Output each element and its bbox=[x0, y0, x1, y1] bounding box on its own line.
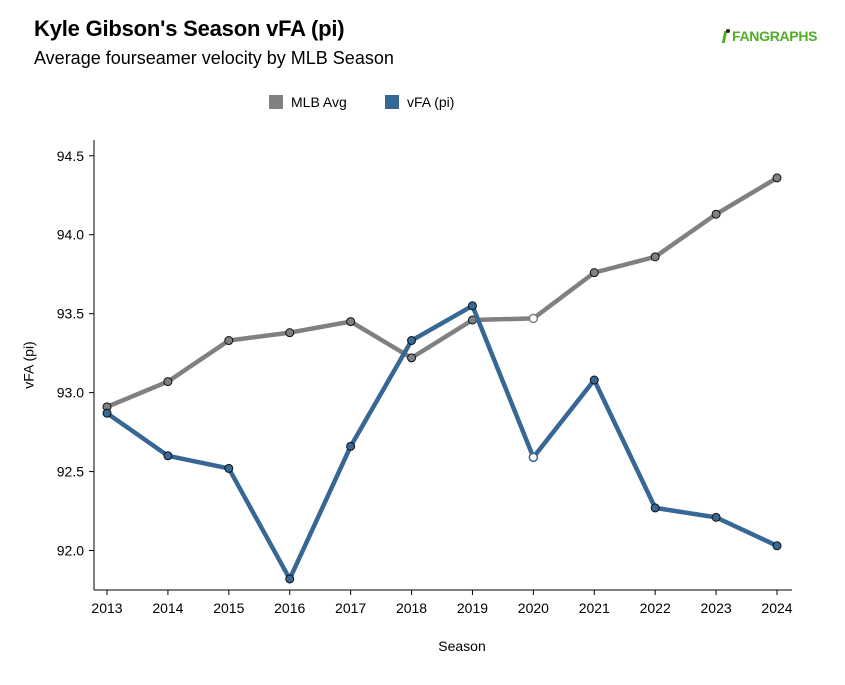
legend-swatch bbox=[385, 95, 399, 109]
fangraphs-logo-text: FANGRAPHS bbox=[732, 28, 818, 44]
x-axis-title: Season bbox=[438, 638, 485, 654]
x-tick-label: 2021 bbox=[579, 600, 610, 616]
series-vfa-pi bbox=[102, 301, 782, 584]
axes: 92.0 92.5 93.0 93.5 94.0 94.5 2013 2014 2015 2016… bbox=[57, 140, 793, 616]
data-point bbox=[528, 452, 539, 463]
series-line bbox=[104, 303, 780, 582]
x-tick-label: 2016 bbox=[274, 600, 305, 616]
x-tick-label: 2019 bbox=[457, 600, 488, 616]
data-point bbox=[163, 377, 173, 387]
x-tick-label: 2015 bbox=[213, 600, 244, 616]
data-point bbox=[346, 441, 356, 451]
y-tick-label: 94.0 bbox=[57, 227, 84, 243]
data-point bbox=[711, 209, 721, 219]
x-tick-label: 2018 bbox=[396, 600, 427, 616]
fangraphs-logo: FANGRAPHS bbox=[722, 28, 818, 44]
x-tick-label: 2020 bbox=[518, 600, 549, 616]
fangraphs-logo-icon bbox=[722, 29, 731, 43]
y-tick-label: 93.5 bbox=[57, 306, 84, 322]
chart-title: Kyle Gibson's Season vFA (pi) bbox=[34, 16, 345, 41]
data-point bbox=[772, 173, 782, 183]
data-point bbox=[285, 328, 295, 338]
x-tick-label: 2014 bbox=[152, 600, 183, 616]
data-point bbox=[711, 512, 721, 522]
x-tick-label: 2023 bbox=[701, 600, 732, 616]
y-tick-label: 92.0 bbox=[57, 543, 84, 559]
data-point bbox=[589, 268, 599, 278]
data-point bbox=[407, 336, 417, 346]
legend: MLB Avg vFA (pi) bbox=[269, 94, 454, 110]
data-point bbox=[772, 541, 782, 551]
legend-label: MLB Avg bbox=[291, 94, 347, 110]
y-tick-label: 94.5 bbox=[57, 148, 84, 164]
data-point bbox=[467, 301, 477, 311]
legend-swatch bbox=[269, 95, 283, 109]
data-point bbox=[589, 375, 599, 385]
y-tick-label: 92.5 bbox=[57, 464, 84, 480]
data-point bbox=[163, 451, 173, 461]
x-tick-label: 2024 bbox=[761, 600, 792, 616]
y-axis-title: vFA (pi) bbox=[21, 341, 37, 388]
data-point bbox=[528, 313, 539, 324]
data-point bbox=[650, 252, 660, 262]
x-tick-label: 2022 bbox=[640, 600, 671, 616]
data-point bbox=[285, 574, 295, 584]
series-mlb-avg bbox=[102, 173, 782, 412]
data-point bbox=[346, 317, 356, 327]
chart-subtitle: Average fourseamer velocity by MLB Seaso… bbox=[34, 48, 394, 68]
data-point bbox=[650, 503, 660, 513]
legend-label: vFA (pi) bbox=[407, 94, 454, 110]
x-tick-label: 2017 bbox=[335, 600, 366, 616]
data-point bbox=[102, 408, 112, 418]
x-tick-label: 2013 bbox=[91, 600, 122, 616]
data-point bbox=[407, 353, 417, 363]
series-layer bbox=[102, 173, 782, 584]
y-tick-label: 93.0 bbox=[57, 385, 84, 401]
series-line bbox=[104, 175, 780, 410]
data-point bbox=[224, 336, 234, 346]
data-point bbox=[224, 463, 234, 473]
